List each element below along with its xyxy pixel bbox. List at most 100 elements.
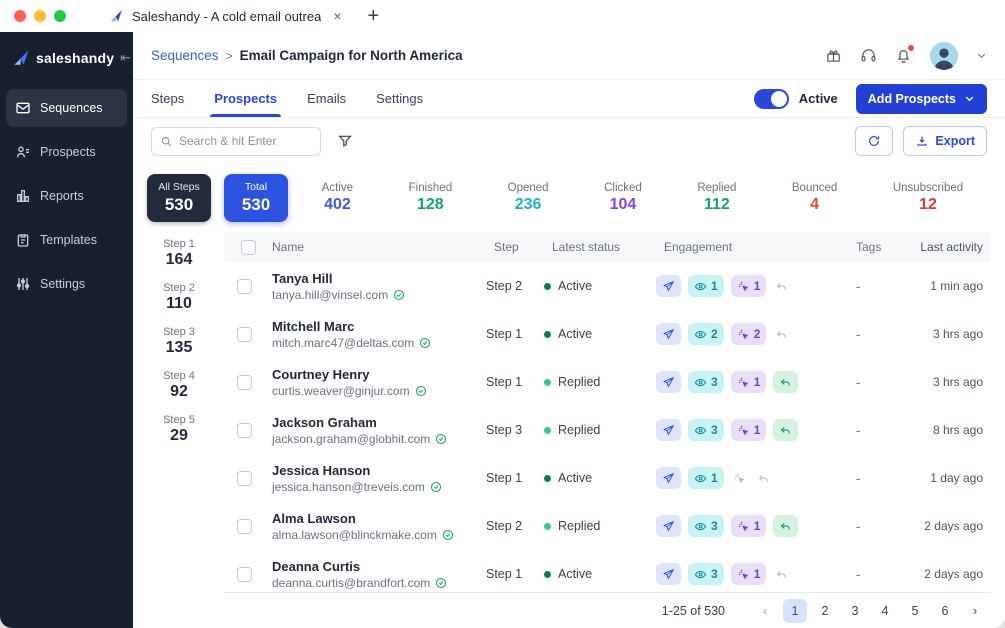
refresh-button[interactable] [855, 126, 894, 156]
prospect-name-cell[interactable]: Tanya Hill tanya.hill@vinsel.com [264, 271, 486, 302]
page-button-2[interactable]: 2 [821, 603, 829, 618]
prospect-name-cell[interactable]: Courtney Henry curtis.weaver@ginjur.com [264, 367, 486, 398]
opened-badge[interactable]: 1 [688, 275, 724, 297]
tab-steps[interactable]: Steps [151, 91, 185, 106]
step-filter-3[interactable]: Step 3 135 [147, 326, 211, 357]
close-window-button[interactable] [14, 10, 26, 22]
stat-finished[interactable]: Finished 128 [409, 182, 452, 214]
prospect-name-cell[interactable]: Jessica Hanson jessica.hanson@treveis.com [264, 463, 486, 494]
stat-unsubscribed[interactable]: Unsubscribed 12 [893, 182, 963, 214]
opened-badge[interactable]: 3 [688, 563, 724, 585]
prospect-name[interactable]: Alma Lawson [272, 510, 356, 526]
opened-badge[interactable]: 3 [688, 419, 724, 441]
opened-badge[interactable]: 1 [688, 467, 724, 489]
table-row[interactable]: Tanya Hill tanya.hill@vinsel.com Step 2 Act… [224, 262, 991, 310]
row-checkbox[interactable] [236, 422, 252, 438]
stat-total[interactable]: Total 530 [224, 174, 288, 222]
replied-badge[interactable] [773, 371, 799, 393]
tab-prospects[interactable]: Prospects [210, 80, 281, 117]
sidebar-item-templates[interactable]: Templates [6, 221, 127, 259]
prospect-name[interactable]: Deanna Curtis [272, 558, 361, 574]
prospect-name-cell[interactable]: Deanna Curtis deanna.curtis@brandfort.com [264, 559, 486, 590]
table-row[interactable]: Deanna Curtis deanna.curtis@brandfort.com… [224, 550, 991, 598]
clicked-badge[interactable]: 1 [730, 563, 767, 585]
table-row[interactable]: Jackson Graham jackson.graham@globhit.com… [224, 406, 991, 454]
pagination-next-icon[interactable]: › [972, 603, 978, 618]
clicked-badge[interactable]: 1 [730, 275, 767, 297]
select-all-checkbox[interactable] [240, 239, 256, 255]
prospect-name-cell[interactable]: Alma Lawson alma.lawson@blinckmake.com [264, 511, 486, 542]
table-row[interactable]: Courtney Henry curtis.weaver@ginjur.com St… [224, 358, 991, 406]
browser-tab[interactable]: Saleshandy - A cold email outrea × [108, 8, 342, 24]
stat-clicked[interactable]: Clicked 104 [604, 182, 642, 214]
step-filter-4[interactable]: Step 4 92 [147, 370, 211, 401]
row-checkbox[interactable] [236, 470, 252, 486]
notifications-bell-icon[interactable] [895, 45, 914, 64]
replied-badge[interactable] [773, 419, 799, 441]
sent-badge[interactable] [656, 275, 681, 297]
prospect-name-cell[interactable]: Mitchell Marc mitch.marc47@deltas.com [264, 319, 486, 350]
sidebar-item-prospects[interactable]: Prospects [6, 133, 127, 171]
stat-replied[interactable]: Replied 112 [697, 182, 736, 214]
user-avatar[interactable] [930, 41, 958, 70]
add-prospects-button[interactable]: Add Prospects [855, 83, 987, 114]
tab-close-icon[interactable]: × [333, 8, 342, 24]
page-button-5[interactable]: 5 [911, 603, 919, 618]
row-checkbox[interactable] [236, 326, 252, 342]
account-chevron-down-icon[interactable] [976, 50, 987, 61]
tab-emails[interactable]: Emails [307, 91, 347, 106]
tab-settings[interactable]: Settings [376, 91, 424, 106]
collapse-sidebar-icon[interactable]: ⇤ [120, 50, 132, 65]
row-checkbox[interactable] [236, 518, 252, 534]
table-row[interactable]: Alma Lawson alma.lawson@blinckmake.com Ste… [224, 502, 991, 550]
prospect-name[interactable]: Mitchell Marc [272, 318, 355, 334]
export-button[interactable]: Export [903, 126, 987, 156]
search-box[interactable] [151, 126, 321, 156]
sidebar-item-sequences[interactable]: Sequences [6, 89, 127, 127]
stat-opened[interactable]: Opened 236 [508, 182, 549, 214]
support-headset-icon[interactable] [860, 47, 877, 64]
stat-active[interactable]: Active 402 [322, 182, 353, 214]
clicked-badge[interactable]: 2 [730, 323, 767, 345]
step-filter-1[interactable]: Step 1 164 [147, 238, 211, 269]
page-button-3[interactable]: 3 [851, 603, 859, 618]
sidebar-item-reports[interactable]: Reports [6, 177, 127, 215]
step-filter-2[interactable]: Step 2 110 [147, 282, 211, 313]
sent-badge[interactable] [656, 419, 681, 441]
new-tab-button[interactable]: + [367, 4, 380, 27]
stat-bounced[interactable]: Bounced 4 [792, 182, 837, 214]
stat-all-steps[interactable]: All Steps 530 [147, 174, 211, 222]
prospect-name-cell[interactable]: Jackson Graham jackson.graham@globhit.com [264, 415, 486, 446]
clicked-badge[interactable]: 1 [730, 419, 767, 441]
prospect-name[interactable]: Jessica Hanson [272, 462, 371, 478]
opened-badge[interactable]: 3 [688, 371, 724, 393]
minimize-window-button[interactable] [34, 10, 46, 22]
pagination-prev-icon[interactable]: ‹ [762, 603, 768, 618]
filter-funnel-icon[interactable] [337, 133, 353, 149]
prospect-name[interactable]: Courtney Henry [272, 366, 370, 382]
page-button-1[interactable]: 1 [783, 598, 807, 623]
sent-badge[interactable] [656, 323, 681, 345]
opened-badge[interactable]: 3 [688, 515, 724, 537]
sidebar-logo[interactable]: saleshandy ⇤ [0, 32, 133, 83]
table-row[interactable]: Jessica Hanson jessica.hanson@treveis.com… [224, 454, 991, 502]
prospect-name[interactable]: Tanya Hill [272, 270, 333, 286]
row-checkbox[interactable] [236, 374, 252, 390]
search-input[interactable] [179, 134, 312, 148]
breadcrumb-sequences-link[interactable]: Sequences [151, 48, 219, 63]
row-checkbox[interactable] [236, 566, 252, 582]
sent-badge[interactable] [656, 563, 681, 585]
row-checkbox[interactable] [236, 278, 252, 294]
step-filter-5[interactable]: Step 5 29 [147, 414, 211, 445]
sidebar-item-settings[interactable]: Settings [6, 265, 127, 303]
opened-badge[interactable]: 2 [688, 323, 724, 345]
maximize-window-button[interactable] [54, 10, 66, 22]
sent-badge[interactable] [656, 467, 681, 489]
clicked-badge[interactable]: 1 [730, 515, 767, 537]
page-button-4[interactable]: 4 [881, 603, 889, 618]
sent-badge[interactable] [656, 371, 681, 393]
replied-badge[interactable] [773, 515, 799, 537]
table-row[interactable]: Mitchell Marc mitch.marc47@deltas.com Step… [224, 310, 991, 358]
clicked-badge[interactable]: 1 [730, 371, 767, 393]
page-button-6[interactable]: 6 [941, 603, 949, 618]
